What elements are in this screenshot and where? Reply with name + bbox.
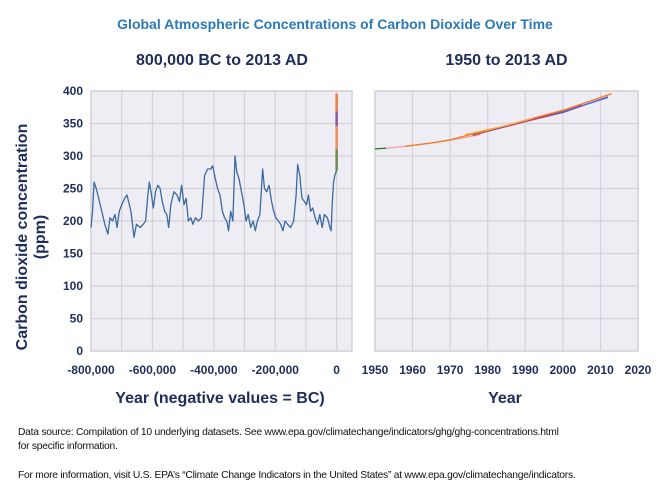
y-tick-label: 100	[63, 279, 83, 293]
chart-title: Global Atmospheric Concentrations of Car…	[117, 16, 553, 32]
y-tick-label: 400	[63, 84, 83, 98]
left-x-axis-label: Year (negative values = BC)	[115, 390, 325, 407]
x-tick-label: -800,000	[67, 363, 115, 377]
y-tick-label: 150	[63, 247, 83, 261]
x-tick-label: 1980	[474, 363, 501, 377]
y-tick-label: 200	[63, 214, 83, 228]
x-tick-label: 2020	[625, 363, 652, 377]
x-tick-label: -600,000	[129, 363, 177, 377]
y-tick-label: 300	[63, 149, 83, 163]
x-tick-label: -200,000	[252, 363, 300, 377]
series-line-0-0	[90, 155, 338, 238]
y-tick-label: 350	[63, 117, 83, 131]
more-info-text: For more information, visit U.S. EPA’s “…	[18, 470, 576, 481]
series-line-1-0	[374, 147, 387, 150]
series-line-1-6	[404, 92, 612, 147]
x-tick-label: 1960	[399, 363, 426, 377]
x-tick-label: 2000	[550, 363, 577, 377]
data-source-line1: Data source: Compilation of 10 underlyin…	[18, 427, 559, 438]
right-chart-subtitle: 1950 to 2013 AD	[445, 52, 568, 69]
x-tick-label: 0	[333, 363, 340, 377]
y-tick-label: 250	[63, 182, 83, 196]
data-source-line2: for specific information.	[18, 441, 118, 452]
x-tick-label: -400,000	[190, 363, 238, 377]
y-tick-label: 0	[76, 344, 83, 358]
y-tick-label: 50	[70, 312, 84, 326]
x-tick-label: 1990	[512, 363, 539, 377]
x-tick-label: 1970	[437, 363, 464, 377]
x-tick-label: 2010	[587, 363, 614, 377]
right-x-axis-label: Year	[488, 390, 522, 407]
x-tick-label: 1950	[362, 363, 389, 377]
left-chart-subtitle: 800,000 BC to 2013 AD	[136, 52, 308, 69]
series-line-1-7	[465, 117, 533, 136]
